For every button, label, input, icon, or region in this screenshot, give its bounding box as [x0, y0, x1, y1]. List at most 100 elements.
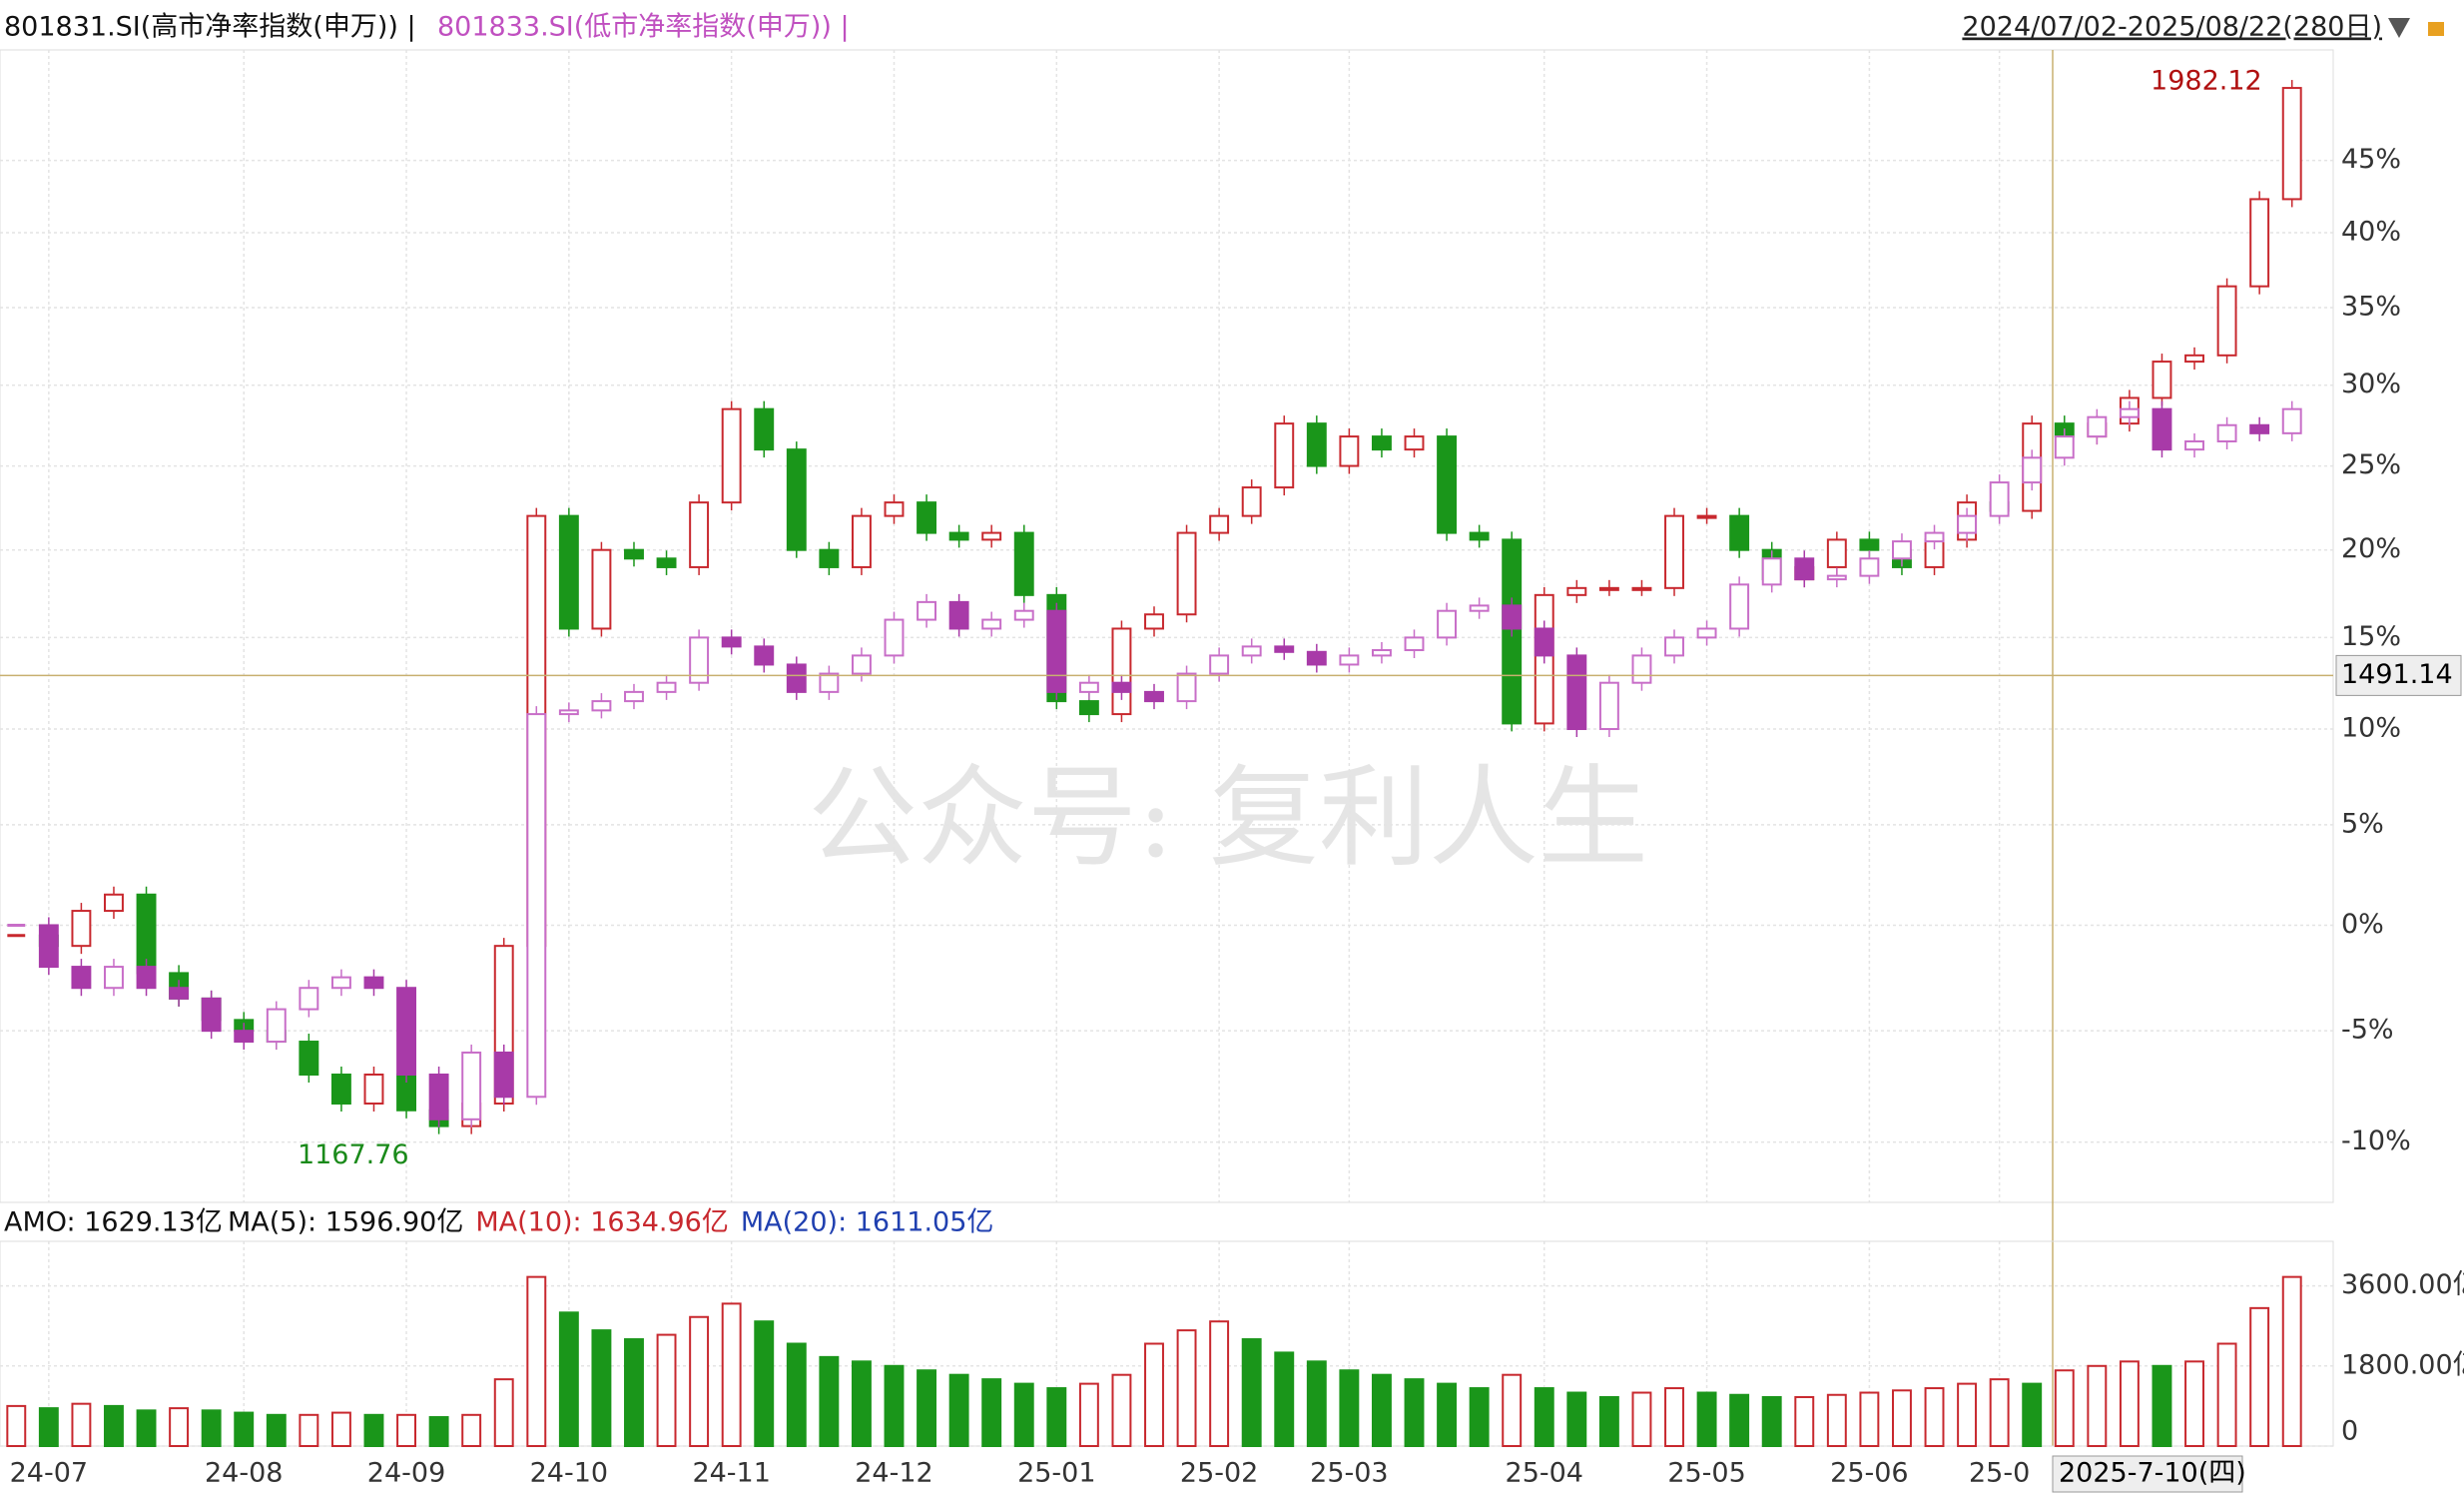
- candle-body: [363, 976, 384, 990]
- candle-body: [1111, 681, 1132, 693]
- volume-bar: [6, 1404, 27, 1448]
- candle-body: [169, 987, 190, 1000]
- candle-body: [2281, 407, 2302, 434]
- y-tick-label: 25%: [2341, 449, 2401, 480]
- volume-bar: [2119, 1360, 2140, 1447]
- x-tick-label: 24-11: [692, 1458, 770, 1489]
- candle-body: [71, 910, 92, 948]
- candle-body: [851, 654, 872, 675]
- candle-body: [1437, 609, 1458, 639]
- candle-body: [2216, 423, 2237, 442]
- volume-bar: [1989, 1378, 2010, 1448]
- ma-label: MA(5): 1596.90亿: [228, 1207, 463, 1238]
- candle-body: [1469, 531, 1490, 541]
- candle-body: [948, 600, 969, 630]
- candle-body: [1078, 681, 1099, 693]
- candle-body: [2087, 415, 2108, 438]
- volume-bar: [1924, 1387, 1945, 1447]
- candle-body: [1078, 700, 1099, 716]
- candle-body: [981, 618, 1002, 630]
- candle-body: [1664, 636, 1684, 657]
- volume-bar: [1957, 1382, 1978, 1447]
- candle-body: [851, 514, 872, 568]
- volume-bar: [1404, 1378, 1425, 1448]
- x-tick-label: 25-03: [1310, 1458, 1388, 1489]
- y-tick-label: 0%: [2341, 909, 2384, 940]
- candle-body: [2152, 407, 2172, 451]
- candle-body: [948, 531, 969, 541]
- candle-body: [1469, 604, 1490, 612]
- candle-body: [2054, 435, 2075, 459]
- volume-bar: [299, 1413, 319, 1447]
- candle-body: [234, 1030, 255, 1044]
- candle-body: [624, 548, 644, 560]
- volume-bar: [1631, 1391, 1652, 1447]
- volume-bar: [1013, 1382, 1034, 1447]
- volume-bar: [948, 1373, 969, 1448]
- volume-bar: [1111, 1373, 1132, 1448]
- y-tick-label: 15%: [2341, 621, 2401, 652]
- volume-bar: [396, 1413, 416, 1447]
- candle-body: [1696, 627, 1717, 639]
- candle-body: [1729, 514, 1750, 551]
- volume-bar: [2087, 1364, 2108, 1447]
- candle-body: [1274, 645, 1295, 653]
- candle-body: [1826, 538, 1847, 568]
- volume-bar: [2054, 1369, 2075, 1448]
- header-range[interactable]: 2024/07/02-2025/08/22(280日): [1962, 12, 2382, 43]
- candle-body: [1534, 627, 1554, 657]
- candle-body: [884, 618, 905, 657]
- volume-bar: [234, 1411, 255, 1447]
- candle-body: [1598, 586, 1619, 591]
- crosshair-y-box: [2335, 654, 2462, 696]
- y-tick-label: -10%: [2341, 1125, 2411, 1156]
- candle-body: [819, 672, 840, 693]
- volume-bar: [754, 1320, 775, 1448]
- volume-bar: [493, 1378, 514, 1448]
- candle-body: [1631, 586, 1652, 591]
- candle-body: [917, 600, 937, 621]
- candle-body: [461, 1051, 482, 1120]
- volume-bar: [2249, 1306, 2270, 1447]
- x-tick-label: 25-02: [1180, 1458, 1258, 1489]
- volume-title: AMO: 1629.13亿: [4, 1207, 223, 1238]
- volume-bar: [201, 1409, 222, 1447]
- volume-bar: [591, 1329, 612, 1448]
- candle-body: [38, 924, 59, 969]
- candle-body: [1892, 540, 1912, 560]
- candle-body: [1598, 681, 1619, 731]
- header-series1: 801831.SI(高市净率指数(申万)) |: [4, 12, 416, 43]
- candle-body: [428, 1074, 449, 1120]
- candle-body: [1144, 613, 1164, 630]
- candle-body: [721, 636, 742, 648]
- candle-body: [363, 1074, 384, 1106]
- volume-bar: [461, 1413, 482, 1447]
- candle-body: [1989, 481, 2010, 517]
- volume-bar: [1892, 1389, 1912, 1447]
- x-tick-label: 25-05: [1667, 1458, 1745, 1489]
- volume-bar: [1144, 1342, 1164, 1447]
- volume-bar: [71, 1402, 92, 1448]
- candle-body: [1404, 435, 1425, 451]
- candle-body: [981, 531, 1002, 541]
- watermark: 公众号: 复利人生: [808, 754, 1648, 882]
- volume-bar: [2184, 1360, 2204, 1447]
- volume-frame: [0, 1240, 2334, 1447]
- candle-body: [201, 997, 222, 1033]
- crosshair-y-label: 1491.14: [2341, 659, 2453, 690]
- volume-bar: [1274, 1351, 1295, 1448]
- lock-icon[interactable]: [2428, 22, 2444, 36]
- candle-body: [1241, 645, 1262, 657]
- candle-body: [2184, 354, 2204, 364]
- candle-body: [754, 645, 775, 666]
- candle-body: [1176, 531, 1197, 616]
- volume-bar: [851, 1360, 872, 1447]
- candle-body: [2216, 285, 2237, 357]
- volume-bar: [1241, 1338, 1262, 1447]
- volume-bar: [1078, 1382, 1099, 1447]
- x-tick-label: 24-07: [10, 1458, 88, 1489]
- candle-body: [1306, 422, 1327, 467]
- dropdown-icon[interactable]: [2388, 18, 2410, 38]
- y-tick-label: 30%: [2341, 369, 2401, 399]
